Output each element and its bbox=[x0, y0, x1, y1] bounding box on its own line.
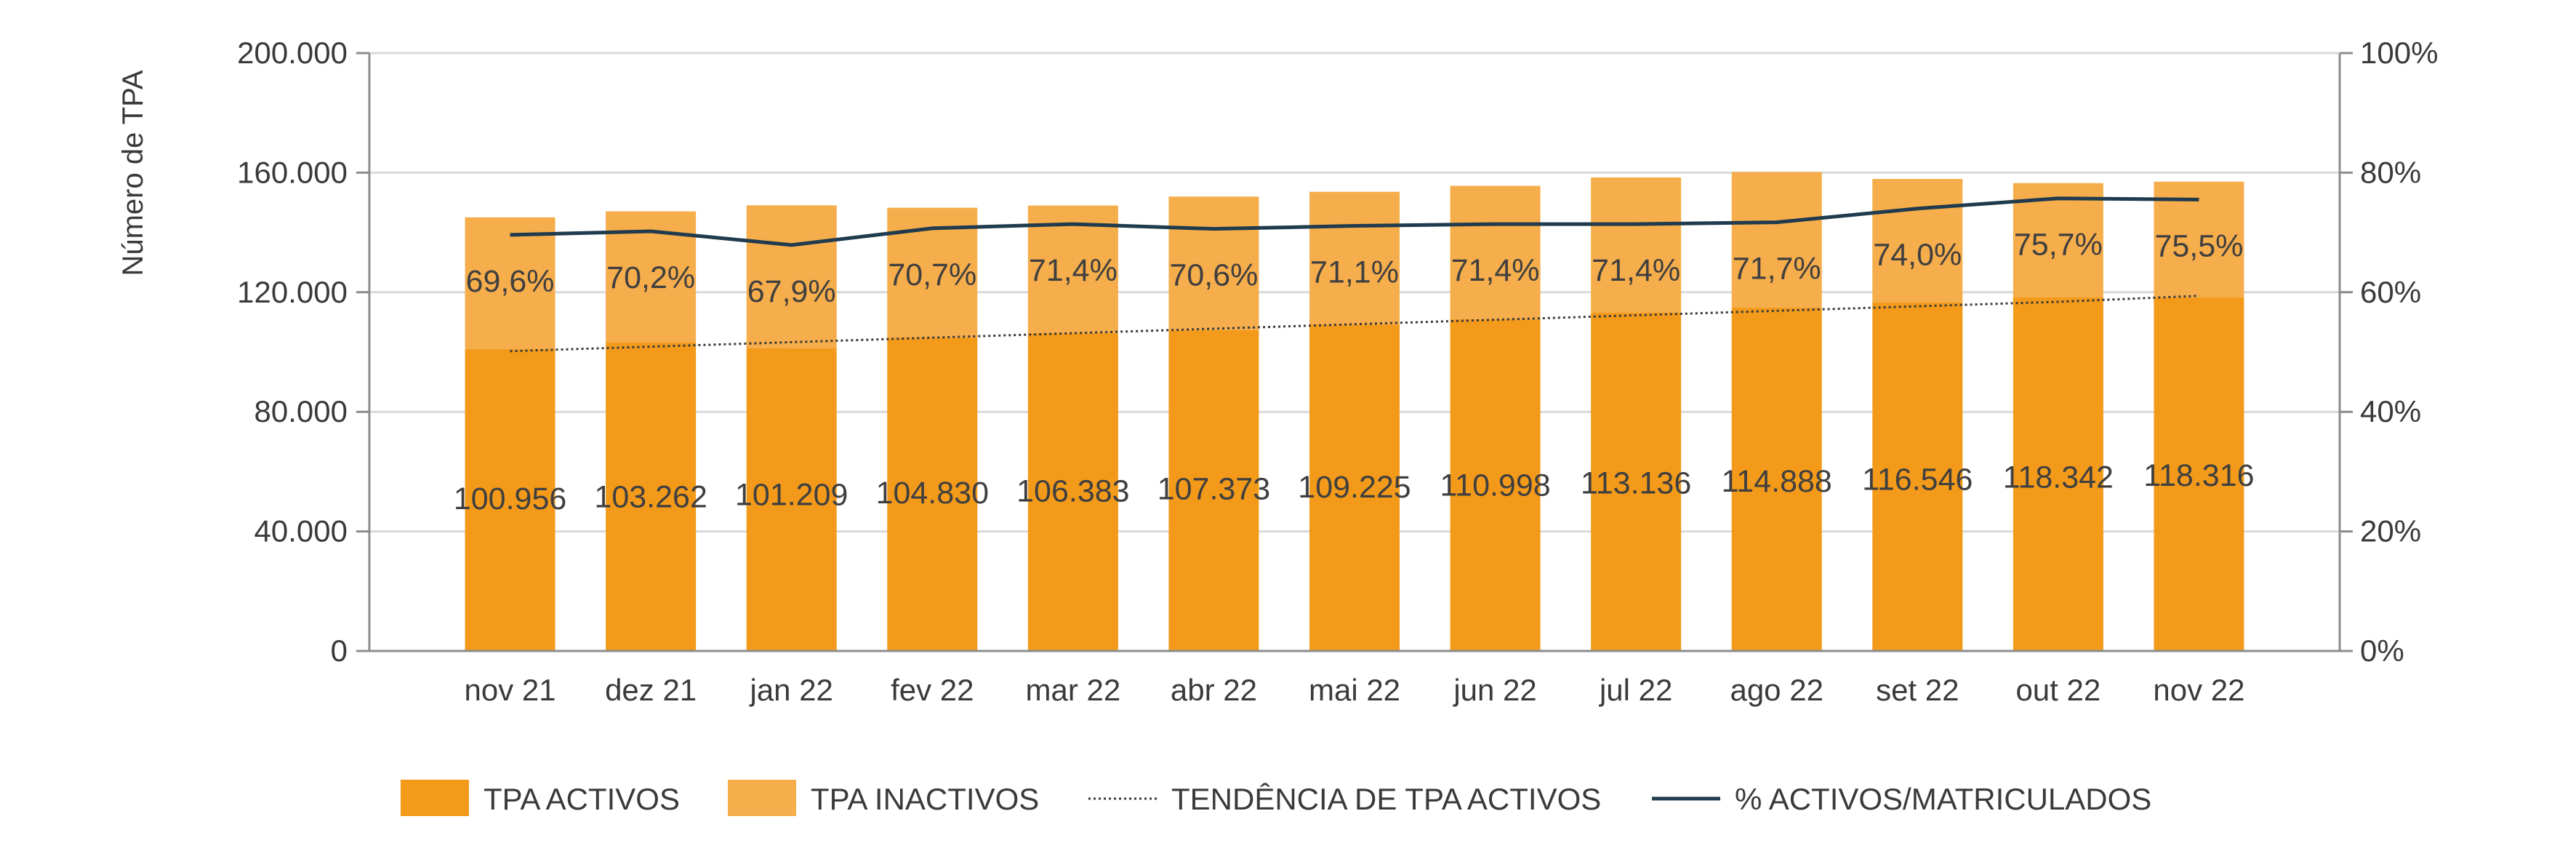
y-tick-label: 0 bbox=[331, 634, 348, 668]
bar-activos bbox=[1591, 313, 1682, 651]
axes: 0 40.000 80.000 120.000 160.000 200.000 0% 20% 4… bbox=[237, 36, 2438, 707]
bar-inactivos bbox=[746, 205, 837, 349]
pct-data-label: 70,6% bbox=[1169, 258, 1258, 293]
bar-activos bbox=[606, 342, 697, 651]
bar-activos bbox=[1450, 319, 1541, 651]
x-tick-label: mai 22 bbox=[1309, 673, 1400, 707]
bar-activos bbox=[1168, 329, 1259, 651]
trendline bbox=[510, 295, 2199, 353]
pct-data-label: 70,7% bbox=[888, 257, 976, 292]
activos-data-label: 110.998 bbox=[1440, 468, 1550, 503]
legend-label-inactivos: TPA INACTIVOS bbox=[811, 782, 1039, 816]
bar-activos bbox=[1731, 307, 1822, 651]
x-tick-label: dez 21 bbox=[605, 673, 697, 707]
x-tick-label: out 22 bbox=[2015, 673, 2100, 707]
pct-data-label: 71,7% bbox=[1733, 252, 1821, 287]
bar-inactivos bbox=[1168, 196, 1259, 330]
pct-data-label: 75,5% bbox=[2154, 228, 2243, 263]
pct-data-label: 75,7% bbox=[2014, 228, 2103, 263]
pct-data-label: 71,4% bbox=[1451, 253, 1540, 288]
activos-data-label: 118.316 bbox=[2143, 458, 2254, 493]
y-tick-label: 80.000 bbox=[254, 394, 348, 428]
x-tick-label: set 22 bbox=[1876, 673, 1959, 707]
pct-data-label: 67,9% bbox=[747, 274, 836, 309]
bar-activos bbox=[2013, 297, 2103, 651]
bar-inactivos bbox=[1309, 191, 1400, 325]
activos-data-label: 114.888 bbox=[1722, 464, 1832, 499]
bar-activos bbox=[887, 337, 978, 651]
bar-activos bbox=[465, 349, 555, 651]
y2-tick-label: 100% bbox=[2360, 36, 2438, 70]
x-tick-label: ago 22 bbox=[1730, 673, 1823, 707]
x-tick-label: mar 22 bbox=[1025, 673, 1120, 707]
bar-activos bbox=[746, 348, 837, 651]
bar-inactivos bbox=[1731, 172, 1822, 308]
y-tick-label: 160.000 bbox=[237, 155, 348, 189]
bar-inactivos bbox=[1591, 177, 1682, 313]
bar-inactivos bbox=[1450, 185, 1541, 319]
activos-data-label: 100.956 bbox=[454, 482, 566, 516]
bar-activos bbox=[1027, 332, 1118, 651]
bar-inactivos bbox=[1872, 179, 1963, 303]
y2-tick-label: 40% bbox=[2360, 394, 2421, 428]
activos-data-label: 104.830 bbox=[876, 476, 989, 511]
y2-tick-label: 60% bbox=[2360, 275, 2421, 309]
bar-activos bbox=[1309, 324, 1400, 651]
legend-label-trend: TENDÊNCIA DE TPA ACTIVOS bbox=[1171, 782, 1601, 816]
legend-swatch-inactivos bbox=[728, 780, 796, 816]
x-tick-label: abr 22 bbox=[1171, 673, 1257, 707]
activos-data-label: 113.136 bbox=[1581, 466, 1691, 501]
pct-data-label: 71,4% bbox=[1029, 253, 1118, 288]
activos-data-label: 107.373 bbox=[1157, 472, 1270, 507]
y-tick-label: 40.000 bbox=[254, 514, 348, 548]
bar-activos bbox=[1872, 302, 1963, 651]
legend: TPA ACTIVOS TPA INACTIVOS TENDÊNCIA DE TPA… bbox=[401, 780, 2151, 816]
y2-tick-label: 0% bbox=[2360, 634, 2404, 668]
bar-activos bbox=[2154, 297, 2244, 651]
y2-tick-label: 80% bbox=[2360, 155, 2421, 189]
x-tick-label: jan 22 bbox=[748, 673, 832, 707]
x-tick-label: jun 22 bbox=[1452, 673, 1536, 707]
pct-line bbox=[510, 196, 2199, 247]
x-tick-label: nov 21 bbox=[465, 673, 556, 707]
x-tick-label: fev 22 bbox=[891, 673, 974, 707]
activos-data-label: 103.262 bbox=[594, 479, 707, 514]
pct-data-label: 69,6% bbox=[466, 264, 555, 299]
legend-label-pct: % ACTIVOS/MATRICULADOS bbox=[1735, 782, 2151, 816]
legend-label-activos: TPA ACTIVOS bbox=[483, 782, 680, 816]
pct-data-label: 70,2% bbox=[606, 260, 695, 295]
lines bbox=[510, 196, 2199, 353]
y-tick-label: 200.000 bbox=[237, 36, 348, 70]
data-labels: 69,6% 100.956 70,2% 103.262 67,9% 101.209 70,7… bbox=[454, 228, 2255, 516]
bar-inactivos bbox=[465, 217, 555, 350]
y2-tick-label: 20% bbox=[2360, 514, 2421, 548]
pct-data-label: 71,1% bbox=[1310, 255, 1399, 290]
y-tick-label: 120.000 bbox=[237, 275, 348, 309]
activos-data-label: 109.225 bbox=[1298, 470, 1411, 505]
pct-data-label: 71,4% bbox=[1592, 253, 1680, 288]
activos-data-label: 106.383 bbox=[1016, 474, 1129, 508]
pct-data-label: 74,0% bbox=[1873, 238, 1962, 273]
y-axis-label: Número de TPA bbox=[117, 70, 149, 276]
activos-data-label: 101.209 bbox=[735, 478, 848, 513]
x-tick-label: nov 22 bbox=[2153, 673, 2244, 707]
activos-data-label: 118.342 bbox=[2003, 460, 2114, 495]
legend-swatch-activos bbox=[401, 780, 469, 816]
x-tick-label: jul 22 bbox=[1598, 673, 1672, 707]
activos-data-label: 116.546 bbox=[1862, 462, 1973, 497]
